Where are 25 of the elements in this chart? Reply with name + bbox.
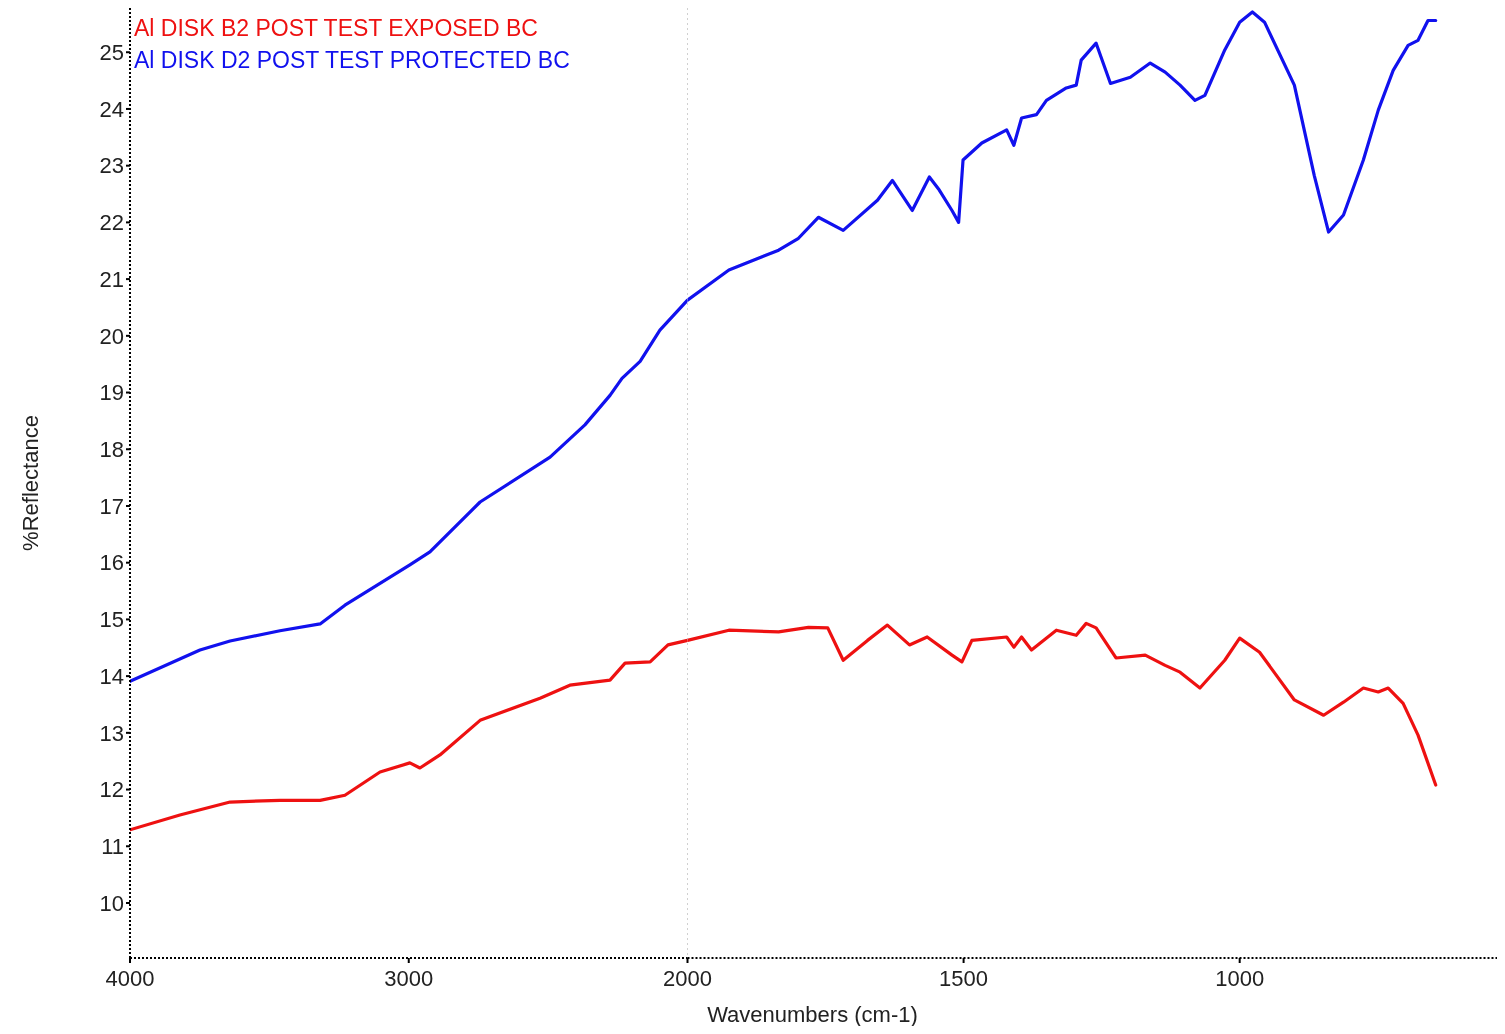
text: Al DISK B2 POST TEST EXPOSED BC (134, 15, 538, 41)
y-tick-label: 18 (99, 436, 124, 462)
y-tick-label: 20 (99, 323, 124, 349)
y-tick-label: 10 (99, 890, 124, 916)
x-tick-label: 3000 (384, 966, 434, 991)
y-tick-label: 19 (99, 380, 124, 406)
y-axis-title: %Reflectance (18, 415, 43, 551)
y-tick-label: 14 (99, 663, 124, 689)
y-tick-label: 13 (99, 720, 124, 746)
y-tick-label: 21 (99, 266, 124, 292)
y-tick-label: 16 (99, 550, 124, 576)
y-tick-label: 11 (101, 833, 124, 859)
y-tick-label: 23 (99, 153, 124, 179)
y-tick-label: 22 (99, 210, 124, 236)
x-tick-label: 2000 (663, 966, 712, 991)
x-tick-label: 1000 (1215, 966, 1265, 991)
x-tick-label: 1500 (939, 966, 989, 991)
x-axis-title: Wavenumbers (cm-1) (707, 1002, 918, 1027)
y-tick-label: 25 (99, 39, 124, 65)
y-tick-label: 15 (99, 607, 124, 633)
y-tick-label: 24 (99, 96, 124, 122)
text: Al DISK D2 POST TEST PROTECTED BC (134, 47, 570, 73)
y-tick-label: 17 (99, 493, 124, 519)
x-tick-label: 4000 (105, 966, 155, 991)
y-tick-label: 12 (99, 777, 124, 803)
